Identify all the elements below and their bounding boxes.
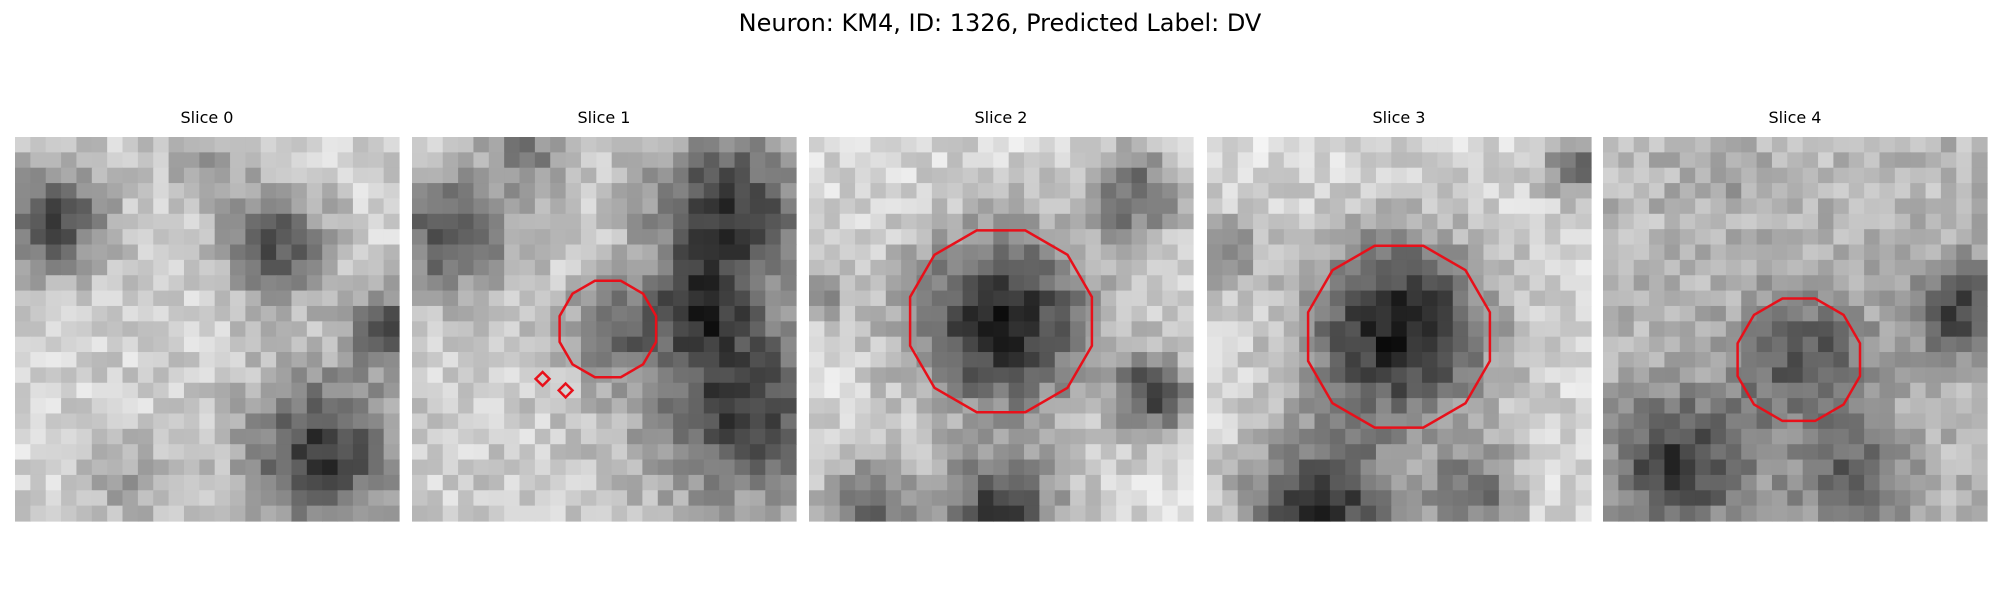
contour: [558, 279, 658, 379]
figure-title: Neuron: KM4, ID: 1326, Predicted Label: …: [739, 9, 1262, 37]
panel-title: Slice 1: [578, 108, 631, 127]
contour: [1736, 297, 1862, 423]
slice-image: [15, 137, 400, 522]
slice-image: [412, 137, 797, 522]
contour: [556, 381, 575, 400]
contour: [533, 370, 552, 388]
panel-title: Slice 0: [181, 108, 234, 127]
slice-image: [1603, 137, 1988, 522]
contour: [908, 229, 1094, 414]
contour: [1306, 244, 1492, 429]
panel-title: Slice 4: [1769, 108, 1822, 127]
slice-image: [1207, 137, 1592, 522]
panel-title: Slice 2: [975, 108, 1028, 127]
panel-title: Slice 3: [1373, 108, 1426, 127]
slice-image: [809, 137, 1194, 522]
